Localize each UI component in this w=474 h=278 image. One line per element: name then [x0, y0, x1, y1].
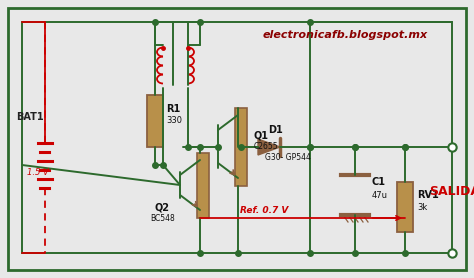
Text: Q2: Q2 [155, 202, 170, 212]
Text: BAT1: BAT1 [16, 112, 44, 122]
Text: BC548: BC548 [150, 214, 175, 223]
Text: C1: C1 [372, 177, 386, 187]
Text: Q1: Q1 [254, 130, 269, 140]
Text: 47u: 47u [372, 191, 388, 200]
Bar [197, 153, 209, 218]
Text: 330: 330 [166, 116, 182, 125]
Bar [147, 95, 163, 147]
Text: G30- GP544: G30- GP544 [265, 153, 311, 162]
Text: R1: R1 [166, 104, 180, 114]
Polygon shape [258, 139, 280, 155]
Text: Ref. 0.7 V: Ref. 0.7 V [240, 206, 288, 215]
Text: 3k: 3k [417, 203, 427, 212]
Text: SALIDA: SALIDA [429, 185, 474, 198]
Text: C2655: C2655 [254, 142, 279, 151]
Bar [235, 108, 247, 186]
Bar [397, 182, 413, 232]
Text: electronicafb.blogspot.mx: electronicafb.blogspot.mx [263, 30, 428, 40]
Text: D1: D1 [268, 125, 283, 135]
Text: 1.5 V: 1.5 V [27, 168, 49, 177]
Text: RV1: RV1 [417, 190, 439, 200]
